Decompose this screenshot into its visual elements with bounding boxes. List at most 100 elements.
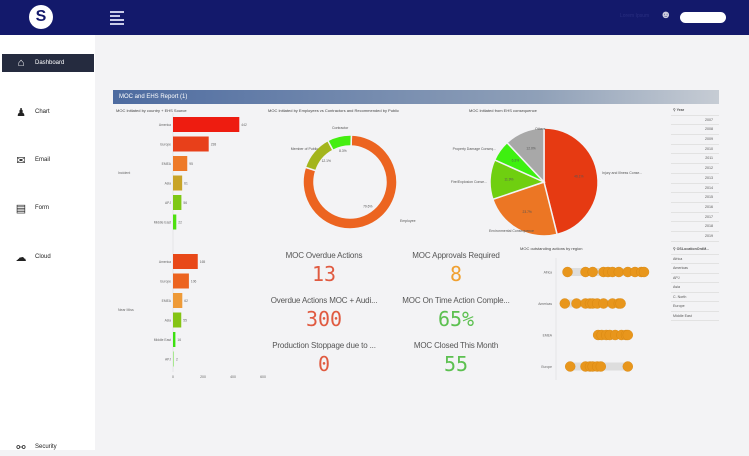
- year-option[interactable]: 2009: [671, 135, 719, 145]
- region-filter[interactable]: ⚲ OSLocationOrdM... Africa Americas APJ Asi…: [671, 245, 719, 321]
- pie-value-label: 79.6%: [363, 204, 372, 208]
- year-option[interactable]: 2013: [671, 174, 719, 184]
- pie-slice: [326, 134, 353, 152]
- kpi-closed-this-month[interactable]: MOC Closed This Month 55: [394, 341, 518, 376]
- year-option[interactable]: 2019: [671, 232, 719, 242]
- kpi-value: 0: [317, 352, 331, 376]
- bar-value-label: 55: [183, 319, 187, 323]
- sidebar-item-label: Email: [35, 157, 51, 163]
- pie-category-label: Property Damage Conseq...: [453, 147, 496, 151]
- year-option[interactable]: 2010: [671, 145, 719, 155]
- kpi-label: Production Stoppage due to ...: [272, 341, 376, 350]
- dot-category-label: Africa: [544, 271, 553, 275]
- region-option[interactable]: APJ: [671, 274, 719, 283]
- year-option[interactable]: 2015: [671, 193, 719, 203]
- bar-category-label: EMEA: [162, 299, 172, 303]
- pie-slice: [302, 134, 398, 230]
- kpi-value: 8: [449, 262, 463, 286]
- dot-point: [562, 266, 573, 278]
- bar: [173, 214, 177, 230]
- region-option[interactable]: Africa: [671, 255, 719, 264]
- kpi-approvals-required[interactable]: MOC Approvals Required 8: [394, 251, 518, 286]
- bar-category-label: Asia: [165, 182, 172, 186]
- dot-point: [598, 298, 609, 309]
- region-option[interactable]: Americas: [671, 264, 719, 274]
- home-icon: ⌂: [17, 57, 25, 69]
- pie-value-label: 46.1%: [574, 175, 583, 179]
- user-icon[interactable]: ☻: [660, 9, 672, 21]
- pie-category-label: Fire/Explosion Conse...: [451, 180, 487, 184]
- hamburger-menu-icon[interactable]: [110, 11, 124, 27]
- sidebar-item-label: Chart: [35, 109, 50, 115]
- sidebar-item-cloud[interactable]: ☁ Cloud: [2, 248, 94, 266]
- kpi-label: MOC Approvals Required: [412, 251, 500, 260]
- donut-chart-title: MOC Initiated by Employees vs Contractor…: [268, 108, 399, 113]
- bar-value-label: 2: [176, 358, 178, 362]
- cloud-icon: ☁: [15, 251, 27, 264]
- pie-category-label: Others: [535, 127, 546, 131]
- user-menu-pill[interactable]: [680, 12, 726, 23]
- sidebar-item-chart[interactable]: ♟ Chart: [2, 103, 94, 121]
- sidebar-item-label: Cloud: [35, 254, 51, 260]
- region-option[interactable]: C. North: [671, 293, 719, 302]
- bar: [173, 195, 182, 210]
- sidebar-item-label: Form: [35, 205, 49, 211]
- chart-icon: ♟: [16, 106, 26, 119]
- kpi-production-stoppage[interactable]: Production Stoppage due to ... 0: [262, 341, 386, 376]
- kpi-on-time-completion[interactable]: MOC On Time Action Comple... 65%: [394, 296, 518, 331]
- kpi-overdue-moc-audit[interactable]: Overdue Actions MOC + Audi... 300: [262, 296, 386, 331]
- kpi-overdue-actions[interactable]: MOC Overdue Actions 13: [262, 251, 386, 286]
- bar-value-label: 95: [189, 162, 193, 166]
- report-title: MOC and EHS Report (1): [113, 90, 719, 104]
- pie-value-label: 6.3%: [512, 159, 520, 163]
- sidebar-item-form[interactable]: ▤ Form: [2, 199, 94, 217]
- year-option[interactable]: 2017: [671, 213, 719, 223]
- bar-category-label: Europe: [160, 143, 171, 147]
- bar-value-label: 106: [191, 280, 197, 284]
- kpi-value: 55: [443, 352, 469, 376]
- bar-value-label: 22: [178, 221, 182, 225]
- region-option[interactable]: Middle East: [671, 312, 719, 321]
- bar: [173, 312, 182, 328]
- pie-category-label: Injury and Illness Conse...: [602, 171, 642, 175]
- dot-category-label: EMEA: [543, 334, 553, 338]
- region-option[interactable]: Europe: [671, 302, 719, 312]
- dot-point: [565, 361, 576, 372]
- year-option[interactable]: 2012: [671, 164, 719, 174]
- pie-value-label: 12.1%: [322, 159, 331, 163]
- year-option[interactable]: 2014: [671, 184, 719, 194]
- pie-slice: [304, 139, 335, 172]
- sidebar-item-dashboard[interactable]: ⌂ Dashboard: [2, 54, 94, 72]
- dot-point: [571, 298, 582, 309]
- dot-point: [595, 361, 606, 372]
- bar-x-tick: 200: [200, 375, 206, 379]
- region-option[interactable]: Asia: [671, 283, 719, 293]
- kpi-label: MOC Overdue Actions: [285, 251, 363, 260]
- bar-x-tick: 400: [230, 375, 236, 379]
- sidebar-item-email[interactable]: ✉ Email: [2, 151, 94, 169]
- sidebar: ⌂ Dashboard ♟ Chart ✉ Email ▤ Form ☁ Cloud ⚯ S…: [0, 35, 95, 454]
- year-option[interactable]: 2016: [671, 203, 719, 213]
- bar-value-label: 62: [184, 299, 188, 303]
- year-option[interactable]: 2008: [671, 125, 719, 136]
- bar-value-label: 238: [211, 143, 217, 147]
- kpi-value: 300: [305, 307, 343, 331]
- pie-chart-title: MOC Initiated from EHS consequence: [469, 108, 537, 113]
- bar: [173, 117, 240, 132]
- bar: [173, 332, 176, 347]
- sidebar-item-security[interactable]: ⚯ Security: [2, 438, 94, 456]
- year-filter[interactable]: ⚲ Year 2007 2008 2009 2010 2011 2012 2013 2014 2…: [671, 106, 719, 242]
- bar: [173, 156, 188, 171]
- logo: S: [29, 5, 53, 29]
- year-option[interactable]: 2007: [671, 116, 719, 126]
- bar-group-label: Incident: [118, 171, 130, 175]
- pie-category-label: Member of Public: [291, 147, 318, 151]
- dot-chart-title: MOC outstanding actions by region: [520, 246, 583, 251]
- bar-value-label: 165: [200, 260, 206, 264]
- email-icon: ✉: [16, 154, 26, 167]
- year-option[interactable]: 2011: [671, 154, 719, 165]
- dot-point: [638, 266, 650, 278]
- dot-point: [622, 329, 633, 341]
- year-option[interactable]: 2018: [671, 222, 719, 232]
